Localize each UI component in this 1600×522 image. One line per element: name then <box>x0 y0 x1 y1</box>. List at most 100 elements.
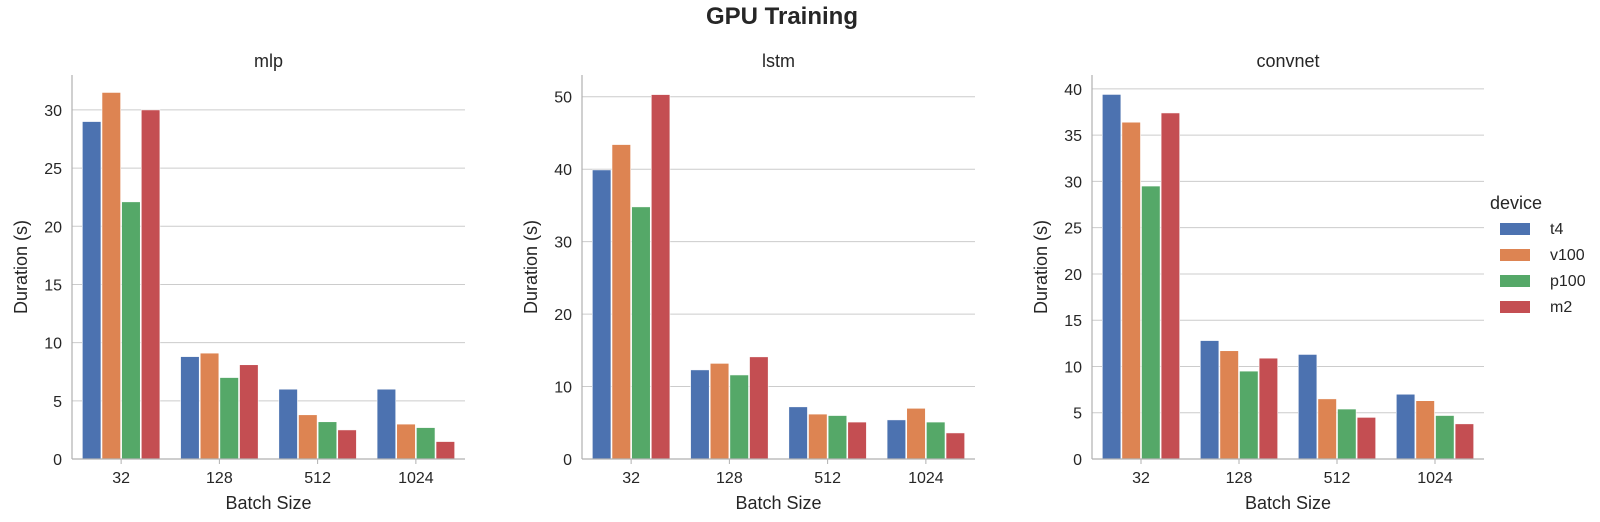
panel-lstm: 0 10 20 30 40 50 32 128 512 1024 lstm Batch Size Dur… <box>521 51 975 513</box>
bar-lstm-t4-128 <box>690 369 710 460</box>
bar-convnet-m2-128 <box>1258 357 1278 460</box>
bar-mlp-m2-512 <box>337 429 357 460</box>
y-tick-label: 10 <box>554 380 572 397</box>
legend: device t4 v100 p100 m2 <box>1490 193 1586 316</box>
panel-convnet: 0 5 10 15 20 25 30 35 40 32 128 512 1024 convnet Batch… <box>1031 51 1484 513</box>
x-tick-label: 1024 <box>1417 470 1453 487</box>
y-tick-label: 40 <box>1064 82 1082 99</box>
y-tick-label: 25 <box>44 161 62 178</box>
bar-mlp-p100-128 <box>219 377 239 460</box>
bar-lstm-m2-1024 <box>945 432 965 460</box>
figure-title: GPU Training <box>706 3 858 30</box>
y-tick-label: 15 <box>1064 313 1082 330</box>
x-tick-label: 128 <box>716 470 743 487</box>
y-tick-label: 10 <box>44 336 62 353</box>
x-axis-label: Batch Size <box>225 493 311 513</box>
legend-label-p100: p100 <box>1550 273 1586 290</box>
bar-mlp-v100-128 <box>199 352 220 460</box>
bar-mlp-m2-128 <box>239 364 259 460</box>
legend-label-m2: m2 <box>1550 299 1572 316</box>
y-tick-label: 20 <box>554 307 572 324</box>
x-tick-label: 128 <box>1226 470 1253 487</box>
y-axis-label: Duration (s) <box>521 220 541 314</box>
bar-lstm-p100-128 <box>729 374 749 460</box>
panel-title: mlp <box>254 51 283 71</box>
legend-swatch-v100 <box>1500 249 1530 261</box>
bar-lstm-v100-512 <box>808 413 828 460</box>
y-tick-label: 0 <box>1073 452 1082 469</box>
x-tick-label: 512 <box>304 470 331 487</box>
bar-convnet-m2-512 <box>1356 417 1376 460</box>
bar-mlp-v100-32 <box>101 92 121 460</box>
bar-mlp-t4-512 <box>278 388 298 460</box>
x-tick-label: 32 <box>112 470 130 487</box>
y-axis-label: Duration (s) <box>1031 220 1051 314</box>
bar-lstm-t4-32 <box>592 169 612 460</box>
y-tick-label: 20 <box>1064 267 1082 284</box>
bar-convnet-p100-128 <box>1239 370 1259 460</box>
bar-lstm-m2-512 <box>847 421 867 460</box>
panel-title: convnet <box>1256 51 1319 71</box>
legend-title: device <box>1490 193 1542 213</box>
bar-mlp-m2-1024 <box>435 441 455 460</box>
y-tick-label: 30 <box>44 103 62 120</box>
bar-convnet-v100-32 <box>1121 121 1141 460</box>
panel-mlp: 0 5 10 15 20 25 30 32 128 512 1024 mlp Batch Size Dur… <box>11 51 465 513</box>
bar-convnet-v100-1024 <box>1415 400 1435 460</box>
bar-convnet-v100-512 <box>1317 398 1337 460</box>
legend-label-t4: t4 <box>1550 221 1563 238</box>
x-tick-label: 128 <box>206 470 233 487</box>
bar-mlp-t4-128 <box>180 356 200 460</box>
x-axis-label: Batch Size <box>1245 493 1331 513</box>
bar-lstm-v100-32 <box>611 144 631 460</box>
legend-swatch-m2 <box>1500 301 1530 313</box>
x-tick-label: 32 <box>622 470 640 487</box>
y-tick-label: 10 <box>1064 359 1082 376</box>
bar-lstm-t4-1024 <box>886 419 907 460</box>
y-tick-label: 30 <box>1064 174 1082 191</box>
y-tick-label: 30 <box>554 235 572 252</box>
x-tick-label: 512 <box>1324 470 1351 487</box>
bar-convnet-p100-32 <box>1141 185 1161 460</box>
legend-label-v100: v100 <box>1550 247 1585 264</box>
bar-lstm-v100-128 <box>709 363 730 460</box>
y-tick-label: 40 <box>554 162 572 179</box>
bar-mlp-p100-1024 <box>416 427 436 460</box>
bar-convnet-t4-1024 <box>1396 393 1416 460</box>
y-tick-label: 35 <box>1064 128 1082 145</box>
y-tick-label: 15 <box>44 277 62 294</box>
bar-lstm-m2-128 <box>749 356 769 460</box>
bar-mlp-v100-1024 <box>396 423 416 460</box>
bar-convnet-m2-1024 <box>1454 423 1474 460</box>
bar-lstm-m2-32 <box>650 94 671 460</box>
bar-convnet-t4-512 <box>1298 354 1318 460</box>
bar-lstm-t4-512 <box>788 406 808 460</box>
x-tick-label: 1024 <box>908 470 944 487</box>
y-tick-label: 0 <box>563 452 572 469</box>
panels: 0 5 10 15 20 25 30 32 128 512 1024 mlp Batch Size Dur… <box>11 51 1484 513</box>
bar-lstm-p100-32 <box>631 206 651 460</box>
bar-mlp-p100-32 <box>121 201 141 460</box>
bar-convnet-t4-32 <box>1102 94 1122 460</box>
bar-convnet-t4-128 <box>1200 340 1220 460</box>
bar-convnet-v100-128 <box>1219 350 1239 460</box>
y-tick-label: 20 <box>44 219 62 236</box>
bar-mlp-t4-32 <box>82 121 102 460</box>
legend-swatch-t4 <box>1500 223 1530 235</box>
bar-mlp-m2-32 <box>140 109 161 460</box>
bar-convnet-p100-512 <box>1337 408 1357 460</box>
y-tick-label: 25 <box>1064 221 1082 238</box>
bar-lstm-v100-1024 <box>906 407 926 460</box>
bar-mlp-v100-512 <box>298 414 318 460</box>
bar-convnet-m2-32 <box>1160 112 1180 460</box>
bar-mlp-p100-512 <box>317 421 338 460</box>
y-axis-label: Duration (s) <box>11 220 31 314</box>
bar-mlp-t4-1024 <box>376 388 397 460</box>
x-tick-label: 512 <box>814 470 841 487</box>
x-tick-label: 32 <box>1132 470 1150 487</box>
bar-convnet-p100-1024 <box>1435 415 1455 460</box>
y-tick-label: 5 <box>1073 406 1082 423</box>
x-tick-label: 1024 <box>398 470 434 487</box>
bar-lstm-p100-512 <box>827 415 848 460</box>
